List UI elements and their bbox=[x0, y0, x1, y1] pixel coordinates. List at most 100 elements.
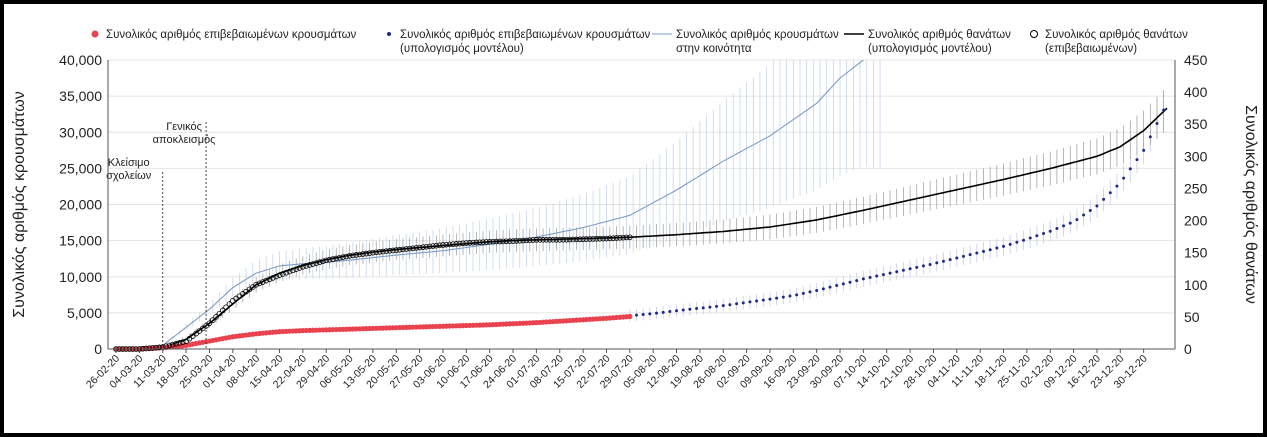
confirmed-deaths-point bbox=[219, 307, 226, 314]
legend-label-line2: (υπολογισμός μοντέλου) bbox=[400, 43, 524, 55]
confirmed-deaths-point bbox=[226, 301, 233, 307]
confirmed-deaths-point bbox=[513, 238, 520, 244]
confirmed-cases-point bbox=[627, 313, 633, 320]
confirmed-deaths-point bbox=[436, 242, 443, 249]
confirmed-deaths-point bbox=[526, 237, 533, 243]
model-cases-point bbox=[928, 262, 932, 266]
model-cases-point bbox=[1135, 158, 1139, 162]
legend-label-line1: Συνολικός αριθμός κρουσμάτων bbox=[676, 29, 839, 41]
right-tick-label: 400 bbox=[1184, 84, 1208, 100]
confirmed-deaths-point bbox=[573, 236, 580, 243]
annotation-label: αποκλεισμός bbox=[153, 134, 216, 146]
model-cases-point bbox=[721, 304, 725, 308]
confirmed-deaths-point bbox=[229, 298, 236, 304]
confirmed-deaths-point bbox=[253, 281, 259, 288]
model-cases-point bbox=[861, 277, 865, 281]
confirmed-deaths-point bbox=[370, 249, 376, 256]
confirmed-deaths-point bbox=[446, 241, 453, 248]
legend-label-line2: (υπολογισμός μοντέλου) bbox=[868, 43, 992, 55]
right-tick-label: 300 bbox=[1184, 148, 1208, 164]
confirmed-deaths-point bbox=[323, 257, 330, 264]
confirmed-deaths-point bbox=[483, 239, 490, 245]
model-cases-point bbox=[781, 295, 785, 299]
confirmed-deaths-point bbox=[313, 260, 319, 266]
confirmed-deaths-point bbox=[516, 237, 523, 244]
confirmed-deaths-point bbox=[360, 251, 366, 257]
left-tick-label: 0 bbox=[94, 341, 102, 357]
confirmed-deaths-point bbox=[453, 241, 460, 247]
model-cases-point bbox=[1068, 221, 1072, 225]
confirmed-deaths-point bbox=[500, 238, 506, 245]
confirmed-deaths-point bbox=[590, 236, 596, 242]
confirmed-deaths-point bbox=[520, 237, 526, 244]
confirmed-deaths-point bbox=[213, 314, 219, 320]
confirmed-deaths-point bbox=[600, 235, 606, 242]
confirmed-deaths-point bbox=[146, 345, 153, 351]
confirmed-deaths-point bbox=[206, 320, 213, 327]
confirmed-deaths-point bbox=[376, 249, 383, 255]
confirmed-deaths-point bbox=[320, 258, 326, 265]
left-tick-label: 10,000 bbox=[59, 269, 102, 285]
confirmed-deaths-point bbox=[480, 239, 486, 245]
confirmed-deaths-point bbox=[350, 252, 356, 259]
legend-open-circle bbox=[1030, 30, 1038, 38]
confirmed-deaths-point bbox=[593, 236, 600, 242]
legend-item: Συνολικός αριθμός θανάτων (επιβεβαιωμένων… bbox=[1030, 29, 1188, 55]
confirmed-deaths-point bbox=[316, 259, 323, 266]
confirmed-deaths-point bbox=[470, 239, 476, 246]
model-cases-point bbox=[1095, 204, 1099, 208]
confirmed-deaths-point bbox=[610, 235, 616, 241]
chart-panel: Συνολικός αριθμός επιβεβαιωμένων κρουσμά… bbox=[4, 4, 1263, 433]
right-tick-label: 450 bbox=[1184, 52, 1208, 68]
confirmed-deaths-point bbox=[613, 235, 620, 241]
model-cases-point bbox=[655, 311, 659, 315]
model-cases-point bbox=[881, 273, 885, 277]
model-cases-point bbox=[1015, 240, 1019, 244]
model-cases-point bbox=[688, 307, 692, 311]
confirmed-deaths-point bbox=[390, 247, 396, 254]
confirmed-deaths-point bbox=[296, 265, 303, 271]
confirmed-deaths-point bbox=[463, 240, 470, 246]
model-cases-point bbox=[981, 249, 985, 253]
model-cases-point bbox=[775, 296, 779, 300]
confirmed-deaths-point bbox=[306, 262, 313, 268]
model-cases-point bbox=[1122, 176, 1126, 180]
axes: 0 5,000 10,000 15,000 20,000 25,000 30,000 35,0… bbox=[11, 52, 1259, 391]
model-cases-point bbox=[1115, 184, 1119, 188]
model-cases-point bbox=[761, 298, 765, 302]
confirmed-deaths-point bbox=[216, 310, 223, 317]
confirmed-deaths-point bbox=[290, 267, 296, 274]
confirmed-deaths-point bbox=[156, 344, 163, 351]
confirmed-deaths-point bbox=[310, 261, 316, 267]
confirmed-deaths-point bbox=[443, 241, 450, 248]
model-cases-point bbox=[1028, 236, 1032, 240]
model-cases-point bbox=[1128, 167, 1132, 171]
confirmed-deaths-point bbox=[460, 240, 466, 247]
right-tick-label: 350 bbox=[1184, 116, 1208, 132]
confirmed-deaths-point bbox=[543, 237, 550, 243]
confirmed-deaths-point bbox=[386, 248, 393, 254]
legend-item: Συνολικός αριθμός επιβεβαιωμένων κρουσμά… bbox=[91, 29, 357, 41]
confirmed-deaths-point bbox=[576, 236, 583, 243]
confirmed-deaths-point bbox=[540, 237, 546, 243]
confirmed-deaths-point bbox=[300, 263, 306, 270]
model-cases-point bbox=[1035, 234, 1039, 238]
confirmed-deaths-point bbox=[627, 234, 633, 241]
legend-label-line1: Συνολικός αριθμός επιβεβαιωμένων κρουσμά… bbox=[400, 29, 651, 41]
confirmed-deaths-point bbox=[510, 238, 516, 244]
confirmed-deaths-point bbox=[366, 250, 373, 256]
left-tick-label: 15,000 bbox=[59, 233, 102, 249]
confirmed-deaths-point bbox=[343, 253, 350, 260]
confirmed-deaths-point bbox=[493, 238, 500, 245]
confirmed-deaths-point bbox=[406, 245, 413, 252]
model-cases-point bbox=[695, 307, 699, 311]
confirmed-deaths-point bbox=[383, 248, 390, 254]
confirmed-deaths-point bbox=[546, 237, 553, 243]
confirmed-deaths-point bbox=[560, 236, 566, 243]
legend-label-line1: Συνολικός αριθμός θανάτων bbox=[1045, 29, 1188, 41]
legend: Συνολικός αριθμός επιβεβαιωμένων κρουσμά… bbox=[91, 29, 1188, 55]
model-cases-point bbox=[735, 302, 739, 306]
model-cases-point bbox=[975, 251, 979, 255]
confirmed-deaths-point bbox=[433, 242, 440, 249]
model-cases-point bbox=[848, 280, 852, 284]
